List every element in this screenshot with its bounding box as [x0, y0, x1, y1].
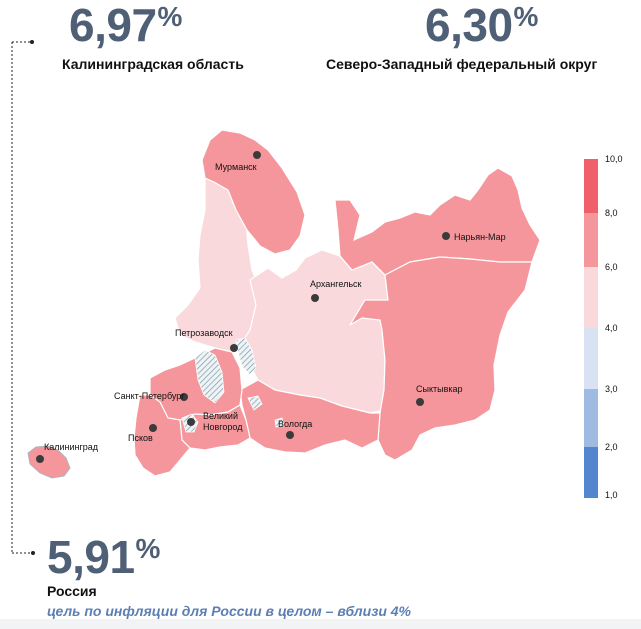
inflation-target-note: цель по инфляции для России в целом – вб…: [47, 603, 412, 619]
legend-tick: 3,0: [605, 384, 618, 394]
city-vologda: Вологда: [278, 419, 312, 439]
svg-text:Вологда: Вологда: [278, 419, 312, 429]
kaliningrad-value: 6,97%: [69, 0, 183, 51]
legend-tick: 8,0: [605, 208, 618, 218]
city-naryan-mar: Нарьян-Мар: [442, 232, 506, 242]
kaliningrad-region-label: Калининградская область: [62, 56, 244, 72]
legend-tick: 6,0: [605, 262, 618, 272]
legend-tick: 10,0: [605, 154, 623, 164]
svg-text:Мурманск: Мурманск: [215, 162, 257, 172]
svg-text:Санкт-Петербург: Санкт-Петербург: [114, 391, 185, 401]
russia-value: 5,91%: [47, 531, 161, 583]
city-st-petersburg: Санкт-Петербург: [114, 391, 188, 401]
city-murmansk: Мурманск: [215, 151, 261, 172]
dotted-connector: [11, 40, 35, 555]
svg-text:Псков: Псков: [128, 433, 153, 443]
region-kaliningrad: [27, 445, 71, 479]
city-veliky-novgorod: Великий Новгород: [187, 411, 243, 432]
region-pskov: [133, 394, 191, 477]
region-komi: [349, 256, 533, 461]
legend-tick: 4,0: [605, 323, 618, 333]
city-kaliningrad: Калининград: [36, 442, 99, 463]
color-scale-legend: 10,0 8,0 6,0 4,0 3,0 2,0 1,0: [584, 154, 623, 500]
svg-text:Калининград: Калининград: [44, 442, 99, 452]
lake-white: [247, 395, 263, 411]
city-petrozavodsk: Петрозаводск: [175, 328, 238, 352]
legend-tick: 1,0: [605, 490, 618, 500]
lake-onega: [235, 337, 257, 376]
region-murmansk: [201, 129, 306, 255]
svg-text:Архангельск: Архангельск: [310, 279, 362, 289]
svg-text:Сыктывкар: Сыктывкар: [416, 384, 463, 394]
svg-text:Нарьян-Мар: Нарьян-Мар: [454, 232, 506, 242]
city-pskov: Псков: [128, 424, 157, 443]
svg-text:Петрозаводск: Петрозаводск: [175, 328, 233, 338]
lake-beloye: [274, 417, 285, 428]
nwfd-value: 6,30%: [425, 0, 539, 51]
city-arkhangelsk: Архангельск: [310, 279, 362, 302]
svg-text:Новгород: Новгород: [203, 422, 243, 432]
nwfd-region-label: Северо-Западный федеральный округ: [326, 56, 598, 72]
lake-ladoga: [194, 349, 225, 404]
russia-label: Россия: [47, 583, 97, 599]
svg-text:Великий: Великий: [203, 411, 238, 421]
city-syktyvkar: Сыктывкар: [416, 384, 463, 406]
legend-tick: 2,0: [605, 442, 618, 452]
bottom-band: [0, 619, 641, 629]
